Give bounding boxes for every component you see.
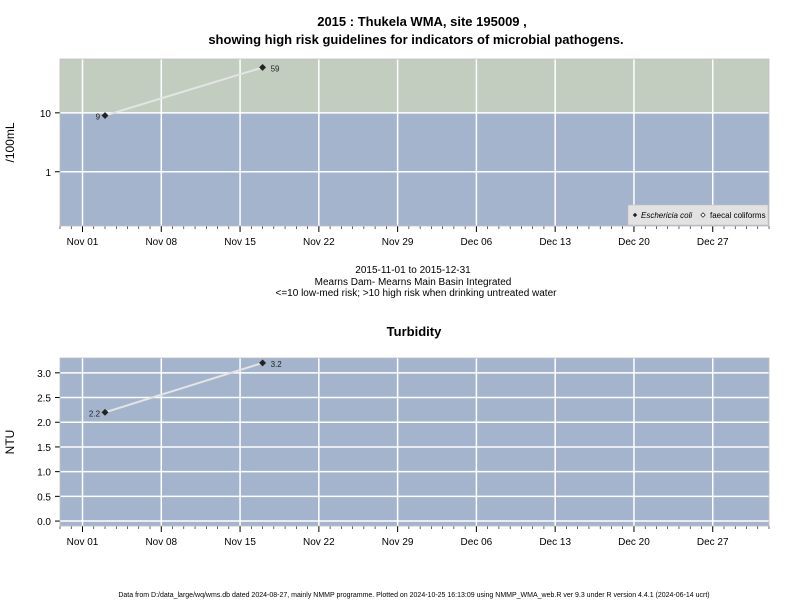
x-tick-label: Nov 22 — [303, 237, 335, 248]
x-tick-label: Nov 29 — [382, 237, 414, 248]
x-tick-label: Dec 06 — [461, 537, 493, 548]
main-title-line2: showing high risk guidelines for indicat… — [208, 32, 623, 47]
data-label: 2.2 — [89, 409, 101, 418]
y-tick-label: 3.0 — [37, 369, 51, 380]
x-tick-label: Nov 08 — [145, 537, 177, 548]
x-tick-label: Dec 06 — [461, 237, 493, 248]
y-tick-label: 10 — [40, 109, 52, 120]
data-point — [101, 408, 109, 416]
plot-border — [59, 58, 770, 227]
legend-label-ecoli: Eschericia coli — [641, 211, 692, 220]
x-tick-label: Dec 27 — [697, 537, 729, 548]
y-tick-label: 1 — [45, 168, 51, 179]
x-tick-label: Dec 20 — [618, 237, 650, 248]
x-tick-label: Dec 13 — [539, 237, 571, 248]
data-label: 9 — [96, 113, 101, 122]
legend-label-faecal: faecal coliforms — [710, 211, 766, 220]
plot-border — [59, 357, 770, 527]
y-tick-label: 2.5 — [37, 394, 51, 405]
data-label: 3.2 — [271, 360, 283, 369]
y-tick-label: 0.0 — [37, 517, 51, 528]
x-tick-label: Nov 29 — [382, 537, 414, 548]
x-tick-label: Nov 01 — [67, 237, 99, 248]
y-tick-label: 0.5 — [37, 492, 51, 503]
x-tick-label: Dec 27 — [697, 237, 729, 248]
series-line — [104, 361, 263, 414]
series-line — [104, 66, 263, 117]
site-caption: Mearns Dam- Mearns Main Basin Integrated — [315, 277, 512, 288]
ecoli-chart: Nov 01 Nov 08 Nov 15 Nov 22 Nov 29 Dec 06 Dec … — [3, 58, 770, 248]
turbidity-chart: Nov 01 Nov 08 Nov 15 Nov 22 Nov 29 Dec 06 Dec … — [3, 357, 770, 548]
high-risk-zone — [60, 59, 769, 113]
legend-marker-ecoli — [632, 212, 638, 218]
data-point — [101, 111, 109, 120]
main-title-line1: 2015 : Thukela WMA, site 195009 , — [317, 14, 527, 29]
x-tick-label: Dec 20 — [618, 537, 650, 548]
legend: Eschericia coli faecal coliforms — [627, 204, 769, 226]
x-tick-label: Nov 01 — [67, 537, 99, 548]
x-tick-label: Nov 15 — [224, 537, 256, 548]
y-axis-label: /100mL — [3, 122, 17, 162]
y-axis-label: NTU — [3, 430, 17, 455]
turbidity-title: Turbidity — [387, 324, 442, 339]
y-tick-label: 1.0 — [37, 468, 51, 479]
date-range-caption: 2015-11-01 to 2015-12-31 — [355, 265, 471, 276]
footer-note: Data from D:/data_large/wq/wms.db dated … — [118, 592, 709, 599]
x-tick-label: Nov 15 — [224, 237, 256, 248]
data-label: 59 — [271, 64, 280, 73]
data-point — [259, 63, 267, 71]
y-tick-label: 2.0 — [37, 418, 51, 429]
x-tick-label: Nov 22 — [303, 537, 335, 548]
plot-background — [60, 358, 769, 526]
data-point — [259, 359, 267, 367]
legend-marker-faecal — [700, 212, 706, 218]
y-tick-label: 1.5 — [37, 443, 51, 454]
x-tick-label: Dec 13 — [539, 537, 571, 548]
risk-caption: <=10 low-med risk; >10 high risk when dr… — [276, 288, 558, 299]
x-tick-label: Nov 08 — [145, 237, 177, 248]
legend-box — [627, 204, 769, 226]
